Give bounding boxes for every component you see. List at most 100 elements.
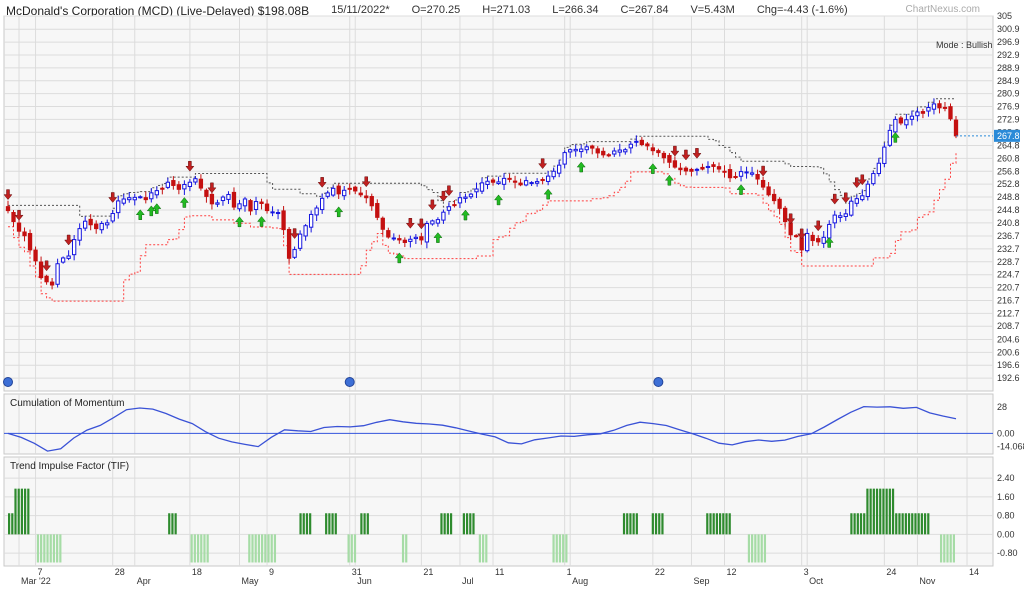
candle-body xyxy=(601,150,606,156)
candle-body xyxy=(882,146,887,164)
price-tick-label: 216.7 xyxy=(997,295,1020,305)
candle-body xyxy=(149,192,154,200)
sell-arrow-icon xyxy=(857,174,867,186)
chart-title: McDonald's Corporation (MCD) (Live-Delay… xyxy=(6,4,310,18)
candle-body xyxy=(623,149,628,153)
candle-body xyxy=(408,238,413,242)
candle-body xyxy=(220,196,226,202)
buy-arrow-icon xyxy=(494,194,504,206)
candle-body xyxy=(88,218,93,226)
momentum-tick-label: 28 xyxy=(997,402,1007,412)
candle-body xyxy=(557,164,562,174)
candle-body xyxy=(865,183,870,197)
buy-arrow-icon xyxy=(234,216,245,228)
momentum-line xyxy=(7,405,957,452)
tif-bar xyxy=(895,513,898,535)
candle-body xyxy=(595,148,600,154)
candle-body xyxy=(364,195,369,199)
price-tick-label: 288.9 xyxy=(997,63,1020,73)
tif-bar xyxy=(872,488,875,535)
price-tick-label: 196.6 xyxy=(997,360,1020,370)
buy-arrow-icon xyxy=(135,209,145,220)
tif-bar xyxy=(363,513,366,535)
candle-body xyxy=(314,207,319,216)
tif-bar xyxy=(709,513,712,535)
candle-body xyxy=(805,232,810,252)
candle-body xyxy=(766,186,771,196)
tif-bar xyxy=(888,488,891,535)
candle-body xyxy=(132,196,137,201)
tif-bar xyxy=(273,534,277,563)
tif-bar xyxy=(472,513,475,535)
sell-arrow-icon xyxy=(290,228,300,239)
candle-body xyxy=(722,170,727,173)
candle-body xyxy=(375,203,380,218)
sell-arrow-icon xyxy=(361,176,371,188)
price-tick-label: 204.6 xyxy=(997,334,1020,344)
tif-bar xyxy=(190,534,193,563)
x-tick-label: 11 xyxy=(495,567,504,577)
candle-body xyxy=(27,233,33,251)
chart-header: McDonald's Corporation (MCD) (Live-Delay… xyxy=(6,4,848,20)
candle-body xyxy=(777,198,782,209)
tif-bar xyxy=(558,534,562,563)
tif-tick-label: 0.80 xyxy=(997,511,1015,521)
tif-bar xyxy=(658,513,661,535)
candle-body xyxy=(683,167,689,172)
quote-open: O=270.25 xyxy=(411,4,461,16)
candle-body xyxy=(551,170,556,178)
tif-bar xyxy=(719,513,722,535)
candle-body xyxy=(242,198,248,207)
price-tick-label: 220.7 xyxy=(997,283,1020,293)
candle-body xyxy=(11,212,16,223)
tif-bar xyxy=(635,513,638,535)
candle-body xyxy=(496,181,501,185)
candle-body xyxy=(16,222,22,232)
x-tick-label: 21 xyxy=(423,567,433,577)
candle-body xyxy=(876,162,881,175)
candle-body xyxy=(275,212,281,215)
tif-bar xyxy=(891,488,895,535)
candle-body xyxy=(507,177,512,180)
candle-body xyxy=(452,204,457,207)
tif-bar xyxy=(469,513,472,535)
candle-body xyxy=(827,223,832,239)
x-tick-label: 1 xyxy=(567,567,572,577)
candle-body xyxy=(937,103,942,109)
sell-arrow-icon xyxy=(416,218,426,230)
candle-body xyxy=(419,236,424,241)
tif-bar xyxy=(299,513,302,535)
tif-bar xyxy=(911,513,914,535)
candle-body xyxy=(441,211,446,221)
x-tick-label: Oct xyxy=(809,576,824,586)
candle-body xyxy=(71,239,77,256)
price-tick-label: 284.9 xyxy=(997,76,1020,86)
tif-bar xyxy=(193,534,196,563)
candle-body xyxy=(893,118,898,133)
price-tick-label: 192.6 xyxy=(997,373,1020,383)
candle-body xyxy=(424,222,430,243)
tif-bar xyxy=(248,534,251,563)
candle-body xyxy=(678,167,683,171)
price-tick-label: 256.8 xyxy=(997,166,1020,176)
tif-bar xyxy=(350,534,353,563)
candle-body xyxy=(38,261,44,279)
tif-bar xyxy=(254,534,257,563)
candle-body xyxy=(430,220,435,225)
tif-bar xyxy=(366,513,369,535)
candle-body xyxy=(468,193,474,198)
quote-low: L=266.34 xyxy=(552,4,599,16)
candle-body xyxy=(226,193,231,200)
candle-body xyxy=(909,115,915,120)
candle-body xyxy=(94,223,99,230)
tif-bar xyxy=(853,513,856,535)
candle-body xyxy=(116,200,121,214)
candle-body xyxy=(672,160,678,168)
candle-body xyxy=(656,150,661,154)
tif-bar xyxy=(440,513,443,535)
tif-bar xyxy=(555,534,558,563)
tif-bar xyxy=(59,534,62,563)
tif-bar xyxy=(446,513,449,535)
candle-body xyxy=(953,119,959,137)
